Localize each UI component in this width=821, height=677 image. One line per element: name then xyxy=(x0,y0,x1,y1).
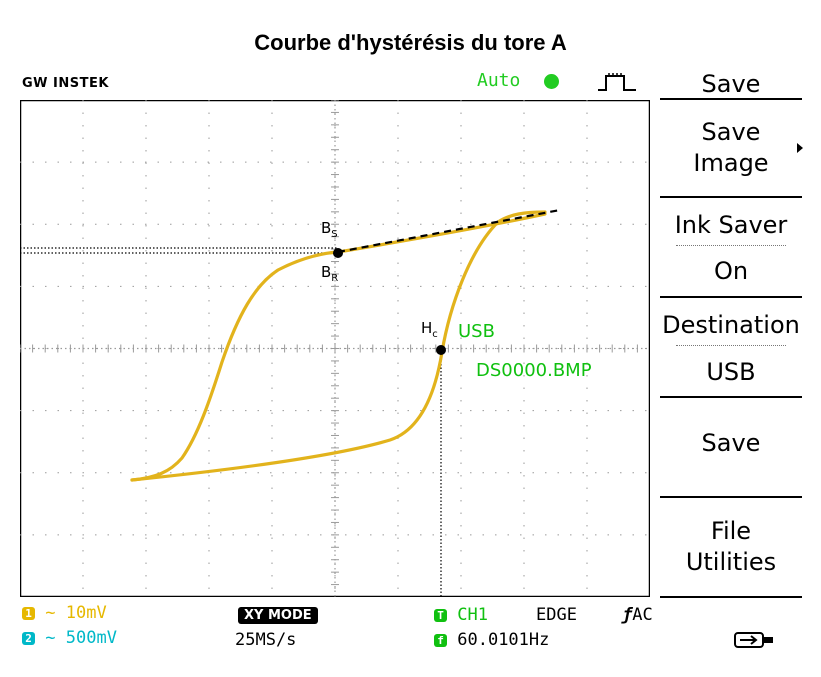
graticule xyxy=(20,100,650,597)
menu-divider xyxy=(676,245,786,246)
hc-label: Hc xyxy=(421,319,438,340)
ink-saver-value: On xyxy=(713,257,749,285)
menu-title: Save xyxy=(701,70,761,98)
ch2-badge: 2 xyxy=(22,631,35,645)
rising-edge-icon: ƒ xyxy=(622,605,633,625)
save-button[interactable]: Save xyxy=(660,398,802,496)
menu-separator xyxy=(660,596,802,598)
trigger-coupling-readout: ƒAC xyxy=(622,605,653,625)
acquisition-status-icon xyxy=(544,74,559,89)
trigger-source-readout: T CH1 xyxy=(434,605,488,625)
trigger-coupling: AC xyxy=(632,605,653,625)
figure-title: Courbe d'hystérésis du tore A xyxy=(254,30,567,55)
sample-rate: 25MS/s xyxy=(235,630,297,650)
file-utilities-line1: File xyxy=(710,517,752,545)
save-image-line1: Save xyxy=(701,118,761,146)
br-point-marker xyxy=(333,248,343,258)
hc-point-marker xyxy=(436,345,446,355)
trigger-badge: T xyxy=(434,608,447,622)
ch1-scale-readout: 1 ~ 10mV xyxy=(22,603,107,623)
xy-mode-badge: XY MODE xyxy=(238,607,318,624)
file-utilities-line2: Utilities xyxy=(685,548,777,576)
ink-saver-label: Ink Saver xyxy=(674,211,788,239)
saturation-tangent xyxy=(337,208,561,254)
br-label: BR xyxy=(321,263,338,284)
trigger-source: CH1 xyxy=(457,605,488,625)
ac-coupling-icon: ~ xyxy=(45,628,56,648)
frequency-value: 60.0101Hz xyxy=(457,630,550,650)
usb-icon xyxy=(734,632,773,648)
file-utilities-button[interactable]: File Utilities xyxy=(660,498,802,596)
bs-label: BS xyxy=(321,219,338,240)
destination-button[interactable]: Destination USB xyxy=(660,298,802,396)
ch1-scale: 10mV xyxy=(65,603,107,623)
scope-screen: BS BR Hc USB DS0000.BMP xyxy=(20,100,650,597)
ch2-scale: 500mV xyxy=(65,628,117,648)
ch2-scale-readout: 2 ~ 500mV xyxy=(22,628,117,648)
submenu-arrow-icon xyxy=(797,143,803,153)
menu-separator xyxy=(660,496,802,498)
ink-saver-button[interactable]: Ink Saver On xyxy=(660,198,802,296)
frequency-readout: f 60.0101Hz xyxy=(434,630,549,650)
save-button-label: Save xyxy=(701,429,761,457)
save-destination-text: USB xyxy=(458,321,495,342)
brand-logo: GW INSTEK xyxy=(22,76,109,91)
menu-separator xyxy=(660,296,802,298)
menu-divider xyxy=(676,345,786,346)
ch1-badge: 1 xyxy=(22,606,35,620)
hysteresis-upper-branch xyxy=(130,212,547,482)
trigger-mode-indicator: Auto xyxy=(477,70,521,91)
save-image-line2: Image xyxy=(693,149,769,177)
save-image-button[interactable]: Save Image xyxy=(660,100,802,196)
menu-separator xyxy=(660,396,802,398)
save-filename-text: DS0000.BMP xyxy=(476,360,592,381)
trigger-type: EDGE xyxy=(536,605,577,625)
destination-label: Destination xyxy=(662,311,800,339)
menu-separator xyxy=(660,196,802,198)
frequency-badge: f xyxy=(434,633,447,647)
destination-value: USB xyxy=(706,358,756,386)
ac-coupling-icon: ~ xyxy=(45,603,56,623)
trigger-slope-icon xyxy=(598,73,636,91)
menu-separator xyxy=(660,98,802,100)
